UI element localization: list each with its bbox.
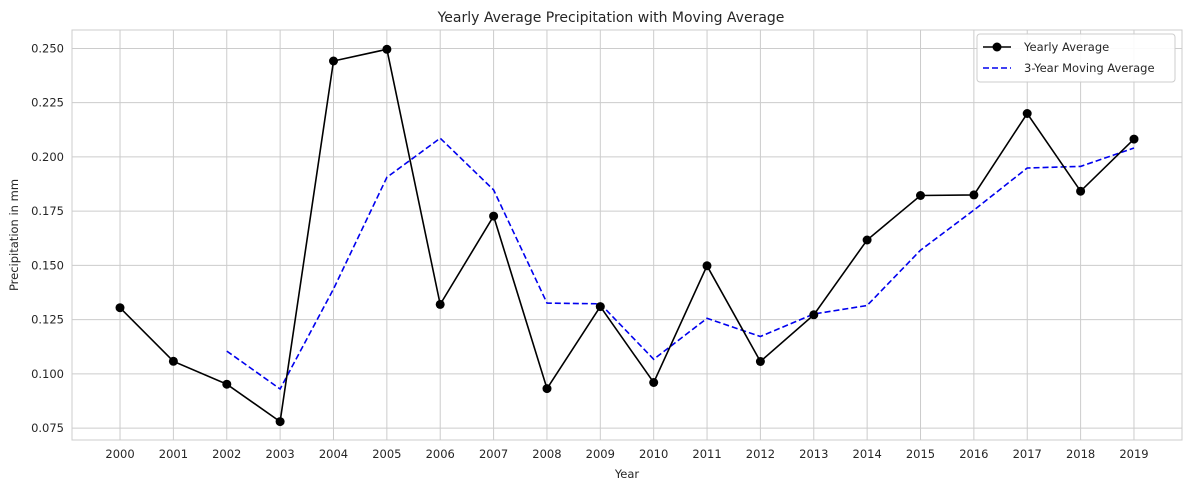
x-tick-label: 2000 [105, 447, 134, 461]
legend-label-moving-average: 3-Year Moving Average [1024, 61, 1155, 75]
x-tick-label: 2018 [1066, 447, 1095, 461]
y-tick-label: 0.175 [31, 204, 64, 218]
legend-label-yearly-average: Yearly Average [1023, 40, 1109, 54]
data-point-yearly-average [969, 190, 979, 200]
data-point-yearly-average [595, 302, 605, 312]
y-tick-label: 0.200 [31, 150, 64, 164]
data-point-yearly-average [702, 261, 712, 271]
x-tick-label: 2019 [1119, 447, 1148, 461]
data-point-yearly-average [916, 191, 925, 200]
x-tick-label: 2016 [959, 447, 988, 461]
x-tick-label: 2003 [265, 447, 294, 461]
plot-area [71, 29, 1183, 441]
data-point-yearly-average [862, 235, 872, 245]
x-tick-label: 2005 [372, 447, 401, 461]
x-tick-label: 2017 [1013, 447, 1042, 461]
x-tick-label: 2002 [212, 447, 241, 461]
y-tick-label: 0.150 [31, 258, 64, 272]
data-point-yearly-average [1022, 109, 1032, 118]
x-tick-label: 2011 [692, 447, 721, 461]
data-point-yearly-average [542, 384, 552, 394]
x-tick-label: 2010 [639, 447, 668, 461]
legend-marker-yearly-average [992, 42, 1002, 52]
x-tick-label: 2009 [586, 447, 615, 461]
legend: Yearly Average 3-Year Moving Average [976, 33, 1176, 83]
series-layer [115, 44, 1139, 427]
data-point-yearly-average [382, 44, 392, 54]
series-line-moving-average [226, 137, 1135, 391]
y-tick-label: 0.125 [31, 313, 64, 327]
data-point-yearly-average [649, 378, 659, 387]
x-tick-label: 2006 [426, 447, 455, 461]
x-axis-ticks: 2000 2001 2002 2003 2004 2005 2006 2007 2008 2009… [105, 447, 1148, 461]
x-tick-label: 2001 [159, 447, 188, 461]
data-point-yearly-average [168, 356, 178, 366]
chart-title: Yearly Average Precipitation with Moving… [437, 10, 785, 26]
x-tick-label: 2013 [799, 447, 828, 461]
y-tick-label: 0.075 [31, 421, 64, 435]
data-point-yearly-average [1076, 186, 1086, 196]
data-point-yearly-average [435, 299, 445, 309]
x-tick-label: 2012 [746, 447, 775, 461]
y-axis-label: Precipitation in mm [7, 179, 21, 291]
legend-box [976, 33, 1176, 83]
y-tick-label: 0.250 [31, 41, 64, 55]
y-tick-label: 0.100 [31, 367, 64, 381]
data-point-yearly-average [275, 417, 285, 427]
data-point-yearly-average [755, 357, 765, 366]
x-axis-label: Year [614, 467, 640, 481]
y-tick-label: 0.225 [31, 96, 64, 110]
data-point-yearly-average [115, 303, 125, 313]
x-tick-label: 2004 [319, 447, 348, 461]
data-point-yearly-average [1129, 134, 1139, 144]
y-axis-ticks: 0.075 0.100 0.125 0.150 0.175 0.200 0.225 0.250 [31, 41, 64, 435]
series-line-yearly-average [119, 48, 1135, 423]
data-point-yearly-average [222, 379, 232, 389]
x-tick-label: 2015 [906, 447, 935, 461]
data-point-yearly-average [489, 211, 499, 221]
x-tick-label: 2007 [479, 447, 508, 461]
grid-lines [72, 30, 1182, 440]
data-point-yearly-average [809, 310, 819, 320]
x-tick-label: 2014 [853, 447, 882, 461]
plot-frame [71, 29, 1183, 441]
x-tick-label: 2008 [532, 447, 561, 461]
data-point-yearly-average [329, 56, 338, 66]
